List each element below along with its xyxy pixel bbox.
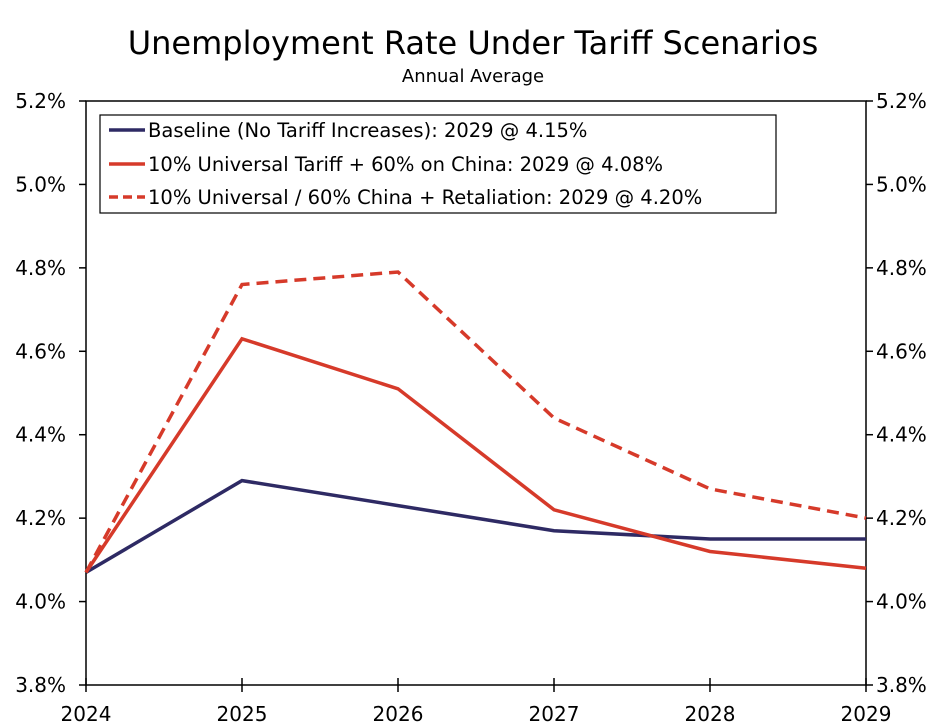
series-line-baseline xyxy=(85,478,866,574)
series-lines xyxy=(84,270,867,574)
x-tick-label-2028: 2028 xyxy=(685,702,736,726)
y-tick-label-left-4-4pct: 4.4% xyxy=(15,423,66,447)
x-tick-label-2025: 2025 xyxy=(217,702,268,726)
series-line-retaliation xyxy=(84,270,867,574)
y-tick-label-right-3-8pct: 3.8% xyxy=(876,673,927,697)
legend-label-universal-tariff: 10% Universal Tariff + 60% on China: 202… xyxy=(148,153,663,176)
y-tick-label-right-4-0pct: 4.0% xyxy=(876,590,927,614)
y-tick-label-right-4-4pct: 4.4% xyxy=(876,423,927,447)
axes: 3.8% 3.8% 4.0% 4.0% 4.2% 4.2% 4.4% 4.4% 4.6% 4.6%… xyxy=(15,89,927,726)
x-tick-label-2027: 2027 xyxy=(529,702,580,726)
series-line-universal-tariff xyxy=(84,336,867,574)
y-tick-label-left-4-8pct: 4.8% xyxy=(15,256,66,280)
x-tick-label-2026: 2026 xyxy=(373,702,424,726)
plot-frame xyxy=(85,100,867,686)
y-tick-label-left-3-8pct: 3.8% xyxy=(15,673,66,697)
legend-label-retaliation: 10% Universal / 60% China + Retaliation:… xyxy=(148,186,702,209)
y-tick-label-left-4-2pct: 4.2% xyxy=(15,506,66,530)
y-tick-label-right-4-8pct: 4.8% xyxy=(876,256,927,280)
chart-title: Unemployment Rate Under Tariff Scenarios xyxy=(128,24,819,62)
x-tick-label-2029: 2029 xyxy=(841,702,892,726)
y-tick-label-left-5-0pct: 5.0% xyxy=(15,172,66,196)
y-tick-label-right-5-0pct: 5.0% xyxy=(876,172,927,196)
y-tick-label-right-4-2pct: 4.2% xyxy=(876,506,927,530)
y-tick-label-left-4-0pct: 4.0% xyxy=(15,590,66,614)
y-tick-label-left-4-6pct: 4.6% xyxy=(15,339,66,363)
y-tick-label-right-5-2pct: 5.2% xyxy=(876,89,927,113)
chart-subtitle: Annual Average xyxy=(402,66,544,87)
y-tick-label-left-5-2pct: 5.2% xyxy=(15,89,66,113)
legend: Baseline (No Tariff Increases): 2029 @ 4… xyxy=(99,114,777,214)
y-tick-label-right-4-6pct: 4.6% xyxy=(876,339,927,363)
legend-box xyxy=(99,114,777,214)
legend-label-baseline: Baseline (No Tariff Increases): 2029 @ 4… xyxy=(148,119,587,142)
x-tick-label-2024: 2024 xyxy=(61,702,112,726)
